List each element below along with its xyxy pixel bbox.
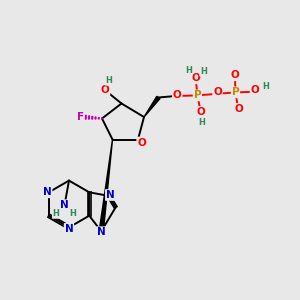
Text: O: O xyxy=(173,89,182,100)
Text: O: O xyxy=(137,137,146,148)
Text: H: H xyxy=(199,118,205,127)
Text: H: H xyxy=(106,76,112,85)
Text: O: O xyxy=(250,85,260,95)
Text: H: H xyxy=(70,209,76,218)
Text: F: F xyxy=(76,112,84,122)
Text: H: H xyxy=(185,66,192,75)
Text: N: N xyxy=(106,190,115,200)
Text: O: O xyxy=(213,87,222,97)
Text: O: O xyxy=(230,70,239,80)
Text: O: O xyxy=(234,104,243,114)
Text: N: N xyxy=(60,200,69,210)
Text: N: N xyxy=(97,227,106,237)
Text: H: H xyxy=(200,67,207,76)
Text: N: N xyxy=(43,187,52,197)
Polygon shape xyxy=(99,140,112,232)
Text: O: O xyxy=(100,85,109,95)
Polygon shape xyxy=(144,96,160,117)
Text: O: O xyxy=(196,107,206,117)
Text: P: P xyxy=(232,87,239,98)
Text: O: O xyxy=(191,73,200,83)
Text: P: P xyxy=(194,90,201,100)
Text: H: H xyxy=(263,82,269,91)
Text: N: N xyxy=(64,224,74,234)
Text: H: H xyxy=(53,209,59,218)
